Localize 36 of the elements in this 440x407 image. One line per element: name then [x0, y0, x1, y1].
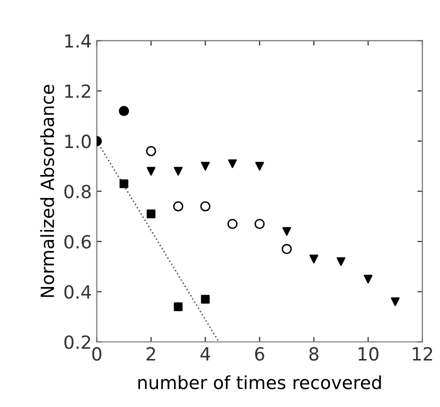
- y-tick-label: 1.0: [65, 134, 91, 148]
- y-tick-label: 0.4: [64, 285, 91, 299]
- point: [174, 166, 183, 176]
- x-tick-label: 6: [255, 347, 264, 361]
- point: [227, 218, 238, 230]
- point: [309, 254, 318, 264]
- point: [146, 166, 156, 176]
- x-axis-title: number of times recovered: [138, 375, 381, 390]
- x-tick-label: 0: [92, 347, 102, 361]
- point: [173, 201, 184, 212]
- point: [282, 244, 292, 254]
- x-tick-label: 4: [200, 347, 210, 360]
- point: [364, 274, 373, 284]
- point: [390, 297, 400, 306]
- point: [228, 159, 237, 168]
- point: [282, 227, 292, 236]
- y-axis-title: Normalized Absorbance: [40, 84, 54, 297]
- point: [254, 218, 265, 230]
- point: [174, 302, 183, 312]
- x-tick-label: 12: [412, 347, 432, 360]
- point: [146, 146, 156, 156]
- x-tick-label: 2: [146, 347, 155, 360]
- y-tick-label: 0.2: [64, 335, 90, 349]
- x-tick-label: 8: [309, 347, 318, 361]
- point: [200, 162, 210, 171]
- y-tick-label: 1.4: [65, 34, 91, 48]
- point: [200, 294, 210, 304]
- y-tick-label: 0.6: [64, 234, 91, 249]
- y-tick-label: 0.8: [64, 184, 91, 198]
- point: [200, 201, 210, 212]
- y-tick-label: 1.2: [65, 84, 90, 98]
- point: [336, 257, 346, 266]
- point: [255, 162, 264, 171]
- point: [146, 210, 156, 218]
- point: [120, 179, 128, 188]
- x-tick-label: 10: [358, 347, 378, 361]
